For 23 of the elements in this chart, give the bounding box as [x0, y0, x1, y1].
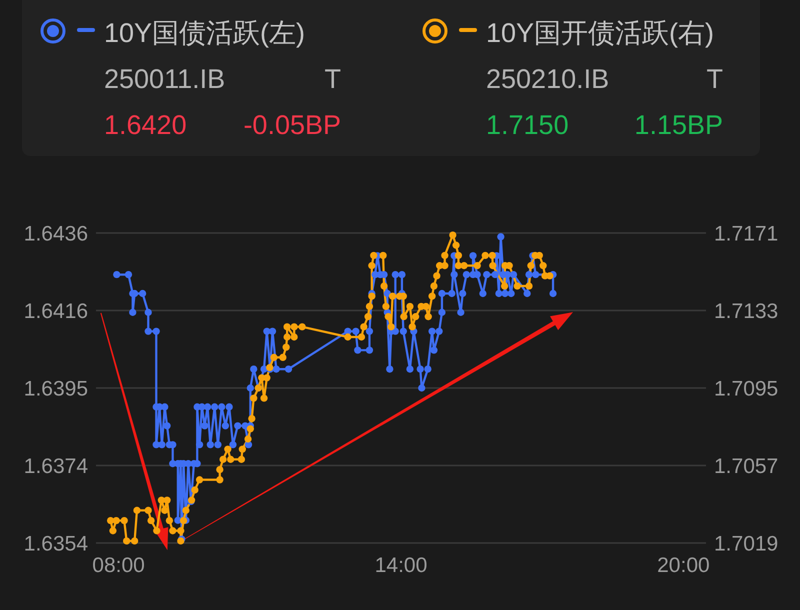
y-tick-label: 1.6436 [24, 222, 88, 246]
y-tick-label: 1.6416 [24, 300, 88, 323]
y-tick-label: 1.6374 [24, 454, 88, 478]
x-tick-label: 08:00 [92, 554, 145, 577]
x-tick-label: 20:00 [657, 554, 710, 577]
text: 250011.IB [104, 64, 226, 94]
y2-tick-label: 1.7133 [714, 300, 778, 323]
text: 250210.IB [486, 64, 610, 94]
y-tick-label: 1.6395 [24, 377, 88, 400]
text: -0.05BP [243, 110, 341, 140]
legend-label: 10Y国债活跃(左) [104, 18, 306, 48]
text: 1.7150 [486, 110, 569, 140]
y2-tick-label: 1.7057 [714, 454, 778, 478]
y2-tick-label: 1.7171 [714, 222, 778, 246]
text: 1.15BP [634, 110, 723, 140]
legend-label: 10Y国开债活跃(右) [486, 18, 714, 48]
y2-tick-label: 1.7019 [714, 532, 778, 556]
y-tick-label: 1.6354 [24, 532, 88, 556]
x-tick-label: 14:00 [374, 554, 428, 577]
text: T [324, 64, 341, 94]
y2-tick-label: 1.7095 [714, 377, 778, 400]
text: 1.6420 [104, 110, 187, 140]
text: T [706, 64, 723, 94]
